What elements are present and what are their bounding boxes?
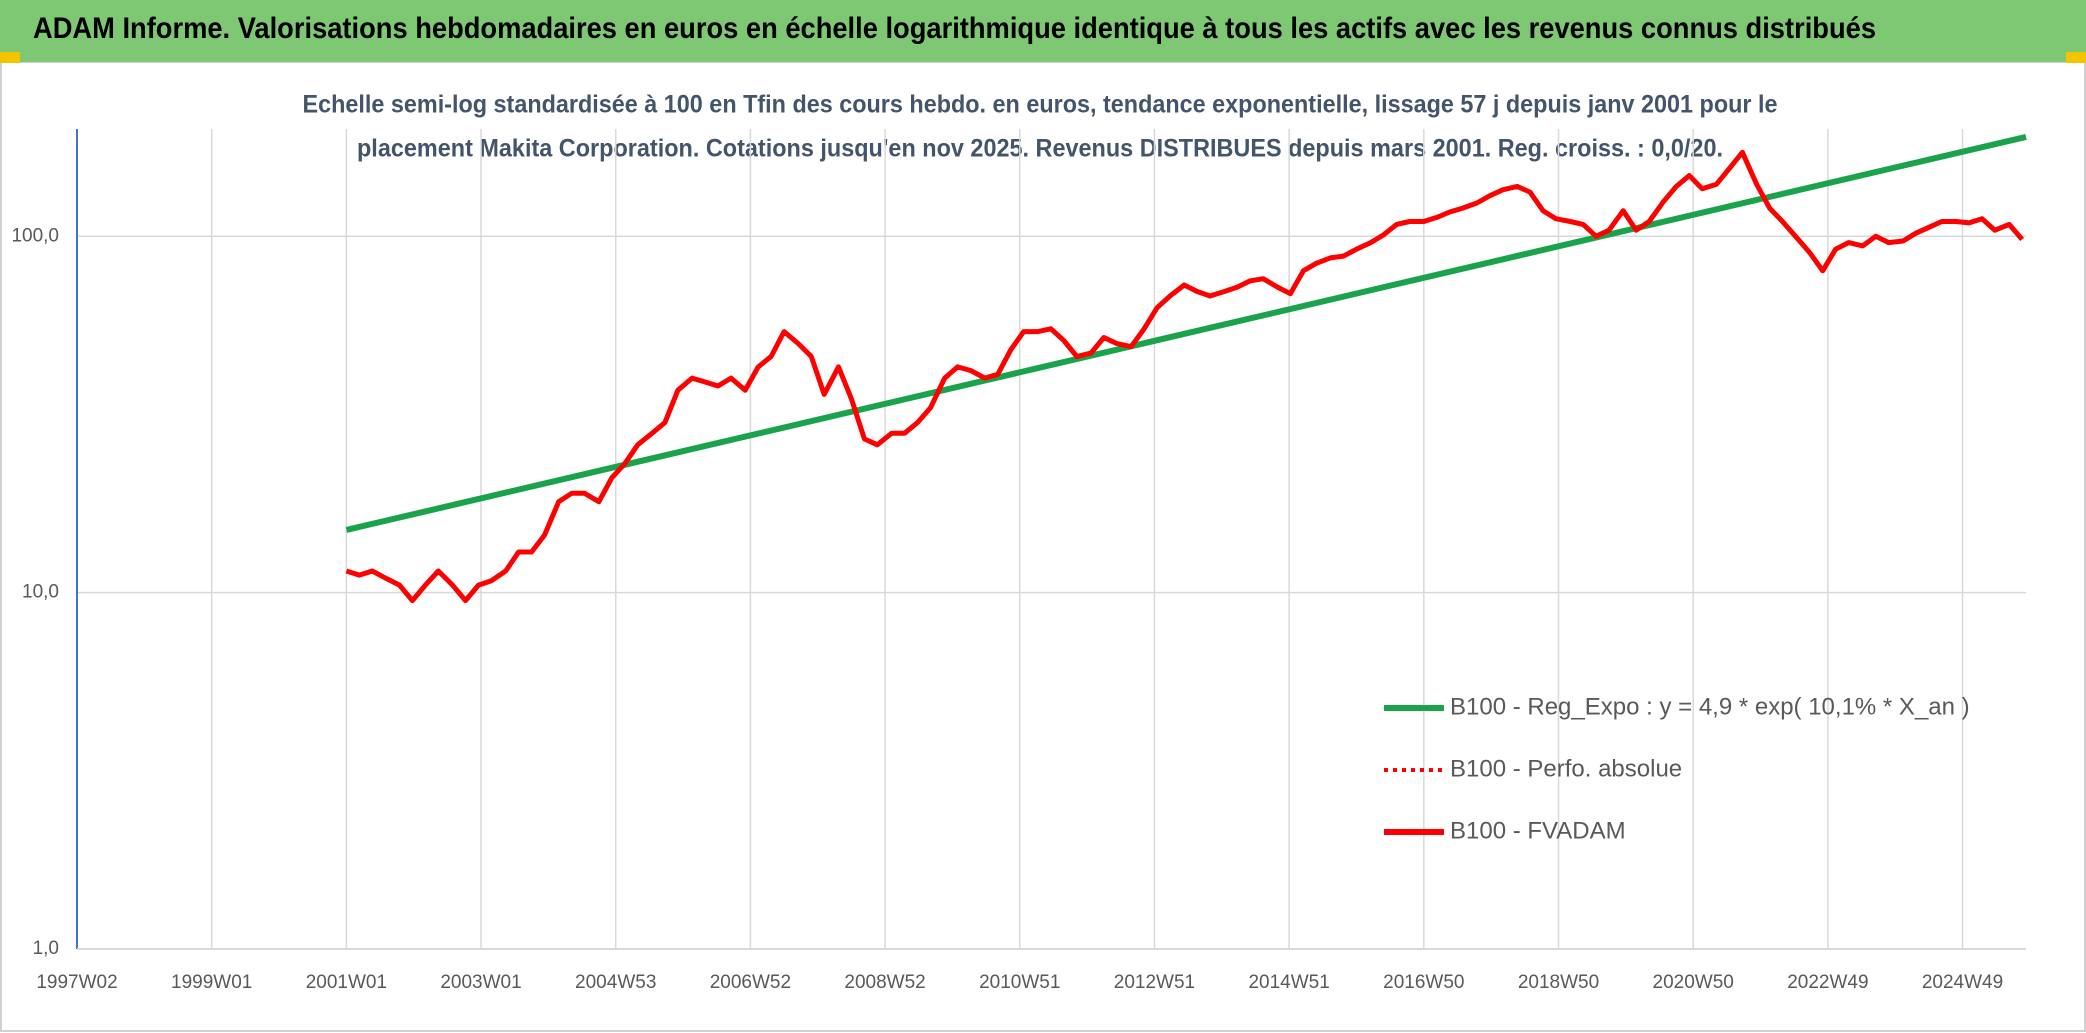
x-tick-label: 2008W52 [844,972,925,993]
x-tick-label: 2016W50 [1383,972,1464,993]
x-tick-label: 2024W49 [1922,972,2003,993]
legend-label: B100 - Reg_Expo : y = 4,9 * exp( 10,1% *… [1450,693,1970,720]
chart-subtitle: Echelle semi-log standardisée à 100 en T… [303,91,1778,119]
x-tick-label: 1997W02 [36,972,117,993]
chart-frame [0,61,2086,1032]
x-tick-label: 2001W01 [306,972,387,993]
y-tick-label: 100,0 [11,225,59,246]
x-tick-label: 1999W01 [171,972,252,993]
header-bar [0,0,2086,62]
chart-subtitle: placement Makita Corporation. Cotations … [357,135,1723,163]
x-tick-label: 2012W51 [1114,972,1195,993]
y-tick-label: 1,0 [33,938,59,959]
legend-label: B100 - Perfo. absolue [1450,755,1682,782]
chart-title: ADAM Informe. Valorisations hebdomadaire… [33,12,1876,45]
series-line [345,149,2024,604]
x-tick-label: 2004W53 [575,972,656,993]
x-tick-label: 2018W50 [1518,972,1599,993]
y-tick-label: 10,0 [22,582,59,603]
corner-mark [0,52,20,63]
legend-label: B100 - FVADAM [1450,817,1626,844]
x-tick-label: 2006W52 [710,972,791,993]
x-tick-label: 2014W51 [1248,972,1329,993]
x-tick-label: 2010W51 [979,972,1060,993]
corner-mark [2066,52,2086,63]
x-tick-label: 2022W49 [1787,972,1868,993]
x-tick-label: 2003W01 [440,972,521,993]
x-tick-label: 2020W50 [1653,972,1734,993]
